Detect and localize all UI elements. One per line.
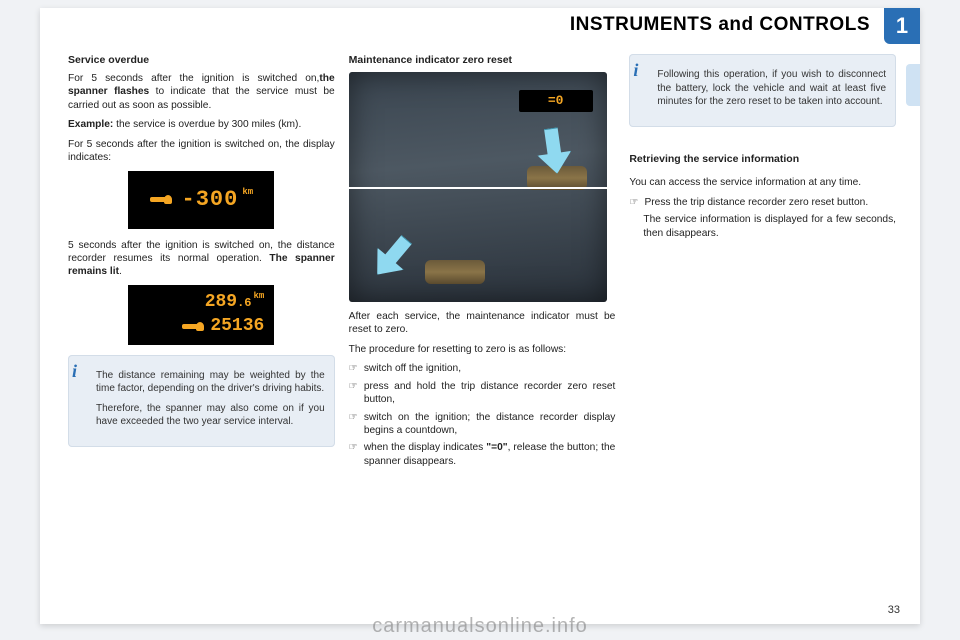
- maintenance-p2: The procedure for resetting to zero is a…: [349, 343, 616, 356]
- service-overdue-p1: For 5 seconds after the ignition is swit…: [68, 72, 335, 112]
- bullet-icon: ☞: [349, 411, 358, 438]
- pointer-arrow-icon: [364, 228, 420, 285]
- text: For 5 seconds after the ignition is swit…: [68, 73, 319, 84]
- reset-button-knob: [425, 260, 485, 284]
- dashboard-display-2: 289.6km 25136: [128, 285, 274, 345]
- spanner-icon: [182, 322, 204, 332]
- text-bold: Example:: [68, 119, 113, 130]
- reset-procedure-list: ☞switch off the ignition, ☞press and hol…: [349, 362, 616, 468]
- maintenance-reset-heading: Maintenance indicator zero reset: [349, 54, 616, 68]
- list-item: ☞press and hold the trip distance record…: [349, 380, 616, 407]
- odometer-top: 289.6km: [205, 291, 265, 315]
- dash-unit: km: [242, 187, 253, 199]
- text: when the display indicates: [364, 442, 486, 453]
- bullet-icon: ☞: [349, 380, 358, 407]
- service-overdue-heading: Service overdue: [68, 54, 335, 68]
- service-overdue-p4: 5 seconds after the ignition is switched…: [68, 239, 335, 279]
- dash-value: -300 km: [182, 185, 254, 214]
- list-text: when the display indicates "=0", release…: [364, 441, 616, 468]
- list-item: ☞when the display indicates "=0", releas…: [349, 441, 616, 468]
- content-columns: Service overdue For 5 seconds after the …: [40, 44, 920, 472]
- spanner-icon: [150, 195, 172, 205]
- list-text: Press the trip distance recorder zero re…: [644, 196, 868, 209]
- odo-value: 289: [205, 292, 237, 312]
- odometer-bottom: 25136: [182, 315, 264, 339]
- info-text: Following this operation, if you wish to…: [657, 68, 886, 109]
- info-box-battery: i Following this operation, if you wish …: [629, 54, 896, 127]
- column-center: Maintenance indicator zero reset =0 Afte…: [349, 54, 616, 472]
- dashboard-display-1: -300 km: [128, 171, 274, 229]
- odo-unit: km: [254, 291, 265, 301]
- text: the service is overdue by 300 miles (km)…: [113, 119, 301, 130]
- manual-page: INSTRUMENTS and CONTROLS 1 Service overd…: [40, 8, 920, 624]
- retrieve-service-heading: Retrieving the service information: [629, 153, 896, 167]
- page-number: 33: [888, 604, 900, 616]
- text-bold: "=0": [486, 442, 507, 453]
- instrument-cluster-photo: =0: [349, 72, 607, 302]
- list-text: press and hold the trip distance recorde…: [364, 380, 616, 407]
- page-header: INSTRUMENTS and CONTROLS 1: [40, 8, 920, 44]
- info-box-distance: i The distance remaining may be weighted…: [68, 355, 335, 447]
- side-tab: [906, 64, 920, 106]
- info-icon: i: [72, 359, 90, 377]
- retrieve-p1: You can access the service information a…: [629, 176, 896, 189]
- list-text: switch off the ignition,: [364, 362, 461, 375]
- retrieve-list: ☞ Press the trip distance recorder zero r…: [629, 196, 896, 209]
- maintenance-p1: After each service, the maintenance indi…: [349, 310, 616, 337]
- retrieve-p2: The service information is displayed for…: [629, 213, 896, 240]
- list-item: ☞switch on the ignition; the distance re…: [349, 411, 616, 438]
- column-left: Service overdue For 5 seconds after the …: [68, 54, 335, 472]
- service-overdue-example: Example: the service is overdue by 300 m…: [68, 118, 335, 131]
- text: .: [119, 266, 122, 277]
- odo-dec: .6: [237, 296, 251, 310]
- list-text: switch on the ignition; the distance rec…: [364, 411, 616, 438]
- info-text: The distance remaining may be weighted b…: [96, 369, 325, 396]
- bullet-icon: ☞: [629, 196, 638, 209]
- gauge-value: =0: [548, 92, 564, 109]
- column-right: i Following this operation, if you wish …: [629, 54, 896, 472]
- list-item: ☞ switch off the ignition,: [349, 362, 616, 375]
- bullet-icon: ☞: [349, 441, 358, 468]
- service-overdue-p3: For 5 seconds after the ignition is swit…: [68, 138, 335, 165]
- list-item: ☞ Press the trip distance recorder zero r…: [629, 196, 896, 209]
- info-text: Therefore, the spanner may also come on …: [96, 402, 325, 429]
- bullet-icon: ☞: [349, 362, 358, 375]
- header-title: INSTRUMENTS and CONTROLS: [570, 14, 870, 36]
- service-value: 25136: [210, 315, 264, 339]
- dash-number: -300: [182, 185, 239, 214]
- info-icon: i: [633, 58, 651, 76]
- gauge-display: =0: [519, 90, 593, 112]
- chapter-badge: 1: [884, 8, 920, 44]
